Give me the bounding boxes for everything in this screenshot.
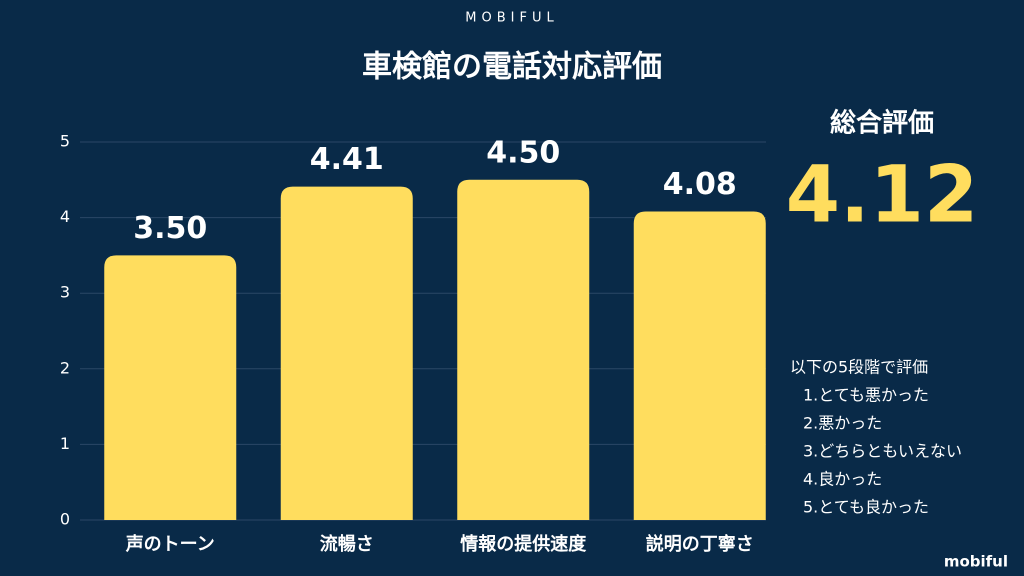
footer-logo: mobiful [944, 553, 1008, 571]
brand: MOBIFUL [465, 11, 558, 26]
overall-label: 総合評価 [830, 108, 934, 139]
bar [280, 186, 413, 520]
x-tick-label: 声のトーン [125, 533, 215, 555]
bar [457, 179, 590, 521]
y-tick-label: 5 [60, 132, 70, 151]
overall-score: 4.12 [786, 150, 978, 240]
data-label: 3.50 [133, 211, 207, 246]
data-label: 4.08 [663, 167, 737, 202]
data-label: 4.41 [310, 142, 384, 177]
x-tick-label: 説明の丁寧さ [646, 533, 754, 555]
bar [633, 211, 766, 520]
bar [104, 255, 237, 520]
y-tick-label: 3 [60, 283, 70, 302]
y-tick-label: 1 [60, 434, 70, 453]
scale-title: 以下の5段階で評価 [790, 358, 928, 377]
scale-item: 5.とても良かった [803, 498, 929, 517]
scale-item: 1.とても悪かった [803, 386, 929, 405]
x-tick-label: 情報の提供速度 [460, 533, 587, 555]
scale-item: 2.悪かった [803, 414, 882, 433]
data-label: 4.50 [486, 135, 560, 170]
chart-title: 車検館の電話対応評価 [362, 50, 662, 85]
y-tick-label: 0 [60, 510, 70, 529]
scale-item: 4.良かった [803, 470, 882, 489]
scale-item: 3.どちらともいえない [803, 442, 962, 461]
y-tick-label: 2 [60, 358, 70, 377]
y-tick-label: 4 [60, 207, 70, 226]
x-tick-label: 流暢さ [320, 533, 374, 555]
